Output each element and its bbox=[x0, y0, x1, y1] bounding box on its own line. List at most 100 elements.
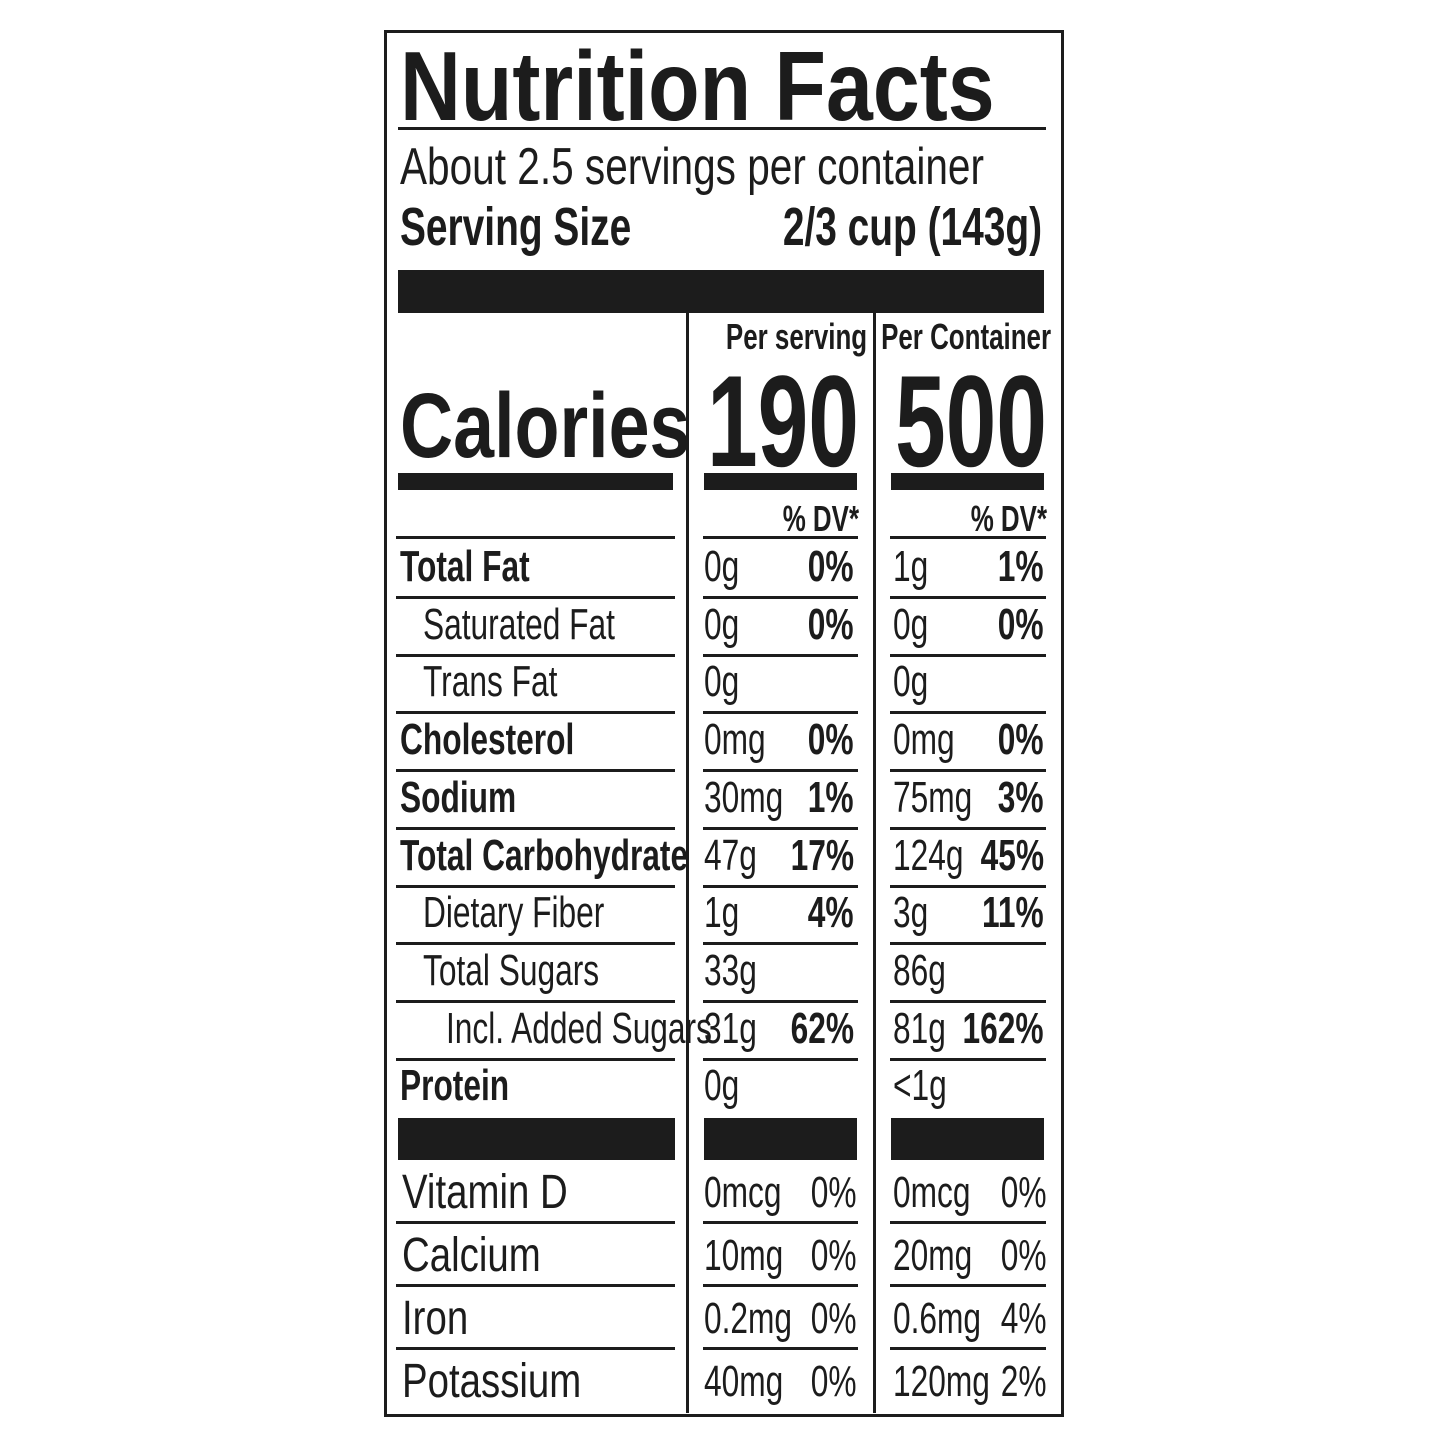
row-divider bbox=[890, 536, 1046, 539]
nutrient-amount-serving: 0g bbox=[704, 1061, 740, 1111]
nutrient-dv-serving: 1% bbox=[808, 772, 854, 822]
vitamin-dv-serving: 0% bbox=[811, 1231, 857, 1280]
vitamin-dv-container: 2% bbox=[1001, 1357, 1047, 1406]
row-divider bbox=[396, 942, 675, 945]
nutrient-dv-container: 0% bbox=[998, 599, 1044, 649]
row-divider bbox=[890, 1347, 1046, 1350]
vitamin-amount-serving: 0mcg bbox=[704, 1168, 782, 1217]
row-divider bbox=[396, 1347, 675, 1350]
row-divider bbox=[703, 654, 858, 657]
vitamin-dv-serving: 0% bbox=[811, 1168, 857, 1217]
divider bbox=[398, 127, 1046, 130]
thick-divider bbox=[891, 1118, 1044, 1160]
nutrient-amount-container: 75mg bbox=[893, 772, 973, 822]
row-divider bbox=[703, 1221, 858, 1224]
thick-divider bbox=[398, 1118, 675, 1160]
vitamin-amount-serving: 0.2mg bbox=[704, 1294, 793, 1343]
serving-size-label: Serving Size bbox=[400, 197, 632, 257]
nutrient-dv-container: 11% bbox=[982, 888, 1044, 938]
vitamin-label: Iron bbox=[402, 1292, 469, 1345]
servings-per-container: About 2.5 servings per container bbox=[400, 138, 984, 196]
nutrient-label: Total Carbohydrate bbox=[400, 830, 689, 880]
vitamin-dv-serving: 0% bbox=[811, 1357, 857, 1406]
row-divider bbox=[890, 942, 1046, 945]
nutrient-amount-serving: 0mg bbox=[704, 715, 766, 765]
nutrient-amount-serving: 0g bbox=[704, 599, 740, 649]
vitamin-amount-container: 20mg bbox=[893, 1231, 973, 1280]
row-divider bbox=[703, 769, 858, 772]
column-header-per-serving: Per serving bbox=[725, 316, 867, 357]
row-divider bbox=[396, 654, 675, 657]
vitamin-label: Potassium bbox=[402, 1355, 582, 1408]
label-title: Nutrition Facts bbox=[400, 31, 995, 141]
nutrient-dv-serving: 0% bbox=[808, 599, 854, 649]
row-divider bbox=[396, 1284, 675, 1287]
dv-header-container: % DV* bbox=[970, 498, 1047, 539]
nutrient-label: Saturated Fat bbox=[423, 599, 615, 649]
vitamin-dv-container: 4% bbox=[1001, 1294, 1047, 1343]
vitamin-dv-container: 0% bbox=[1001, 1231, 1047, 1280]
row-divider bbox=[890, 711, 1046, 714]
thick-divider bbox=[398, 270, 1044, 313]
row-divider bbox=[703, 596, 858, 599]
row-divider bbox=[396, 1058, 675, 1061]
vitamin-amount-container: 0.6mg bbox=[893, 1294, 982, 1343]
nutrition-label bbox=[384, 30, 1064, 1417]
row-divider bbox=[396, 827, 675, 830]
row-divider bbox=[703, 1284, 858, 1287]
row-divider bbox=[396, 596, 675, 599]
column-header-per-container: Per Container bbox=[881, 316, 1051, 357]
row-divider bbox=[396, 711, 675, 714]
column-divider bbox=[686, 313, 689, 1413]
row-divider bbox=[890, 885, 1046, 888]
row-divider bbox=[890, 654, 1046, 657]
nutrient-label: Cholesterol bbox=[400, 715, 575, 765]
vitamin-label: Calcium bbox=[402, 1229, 541, 1282]
nutrient-dv-serving: 17% bbox=[790, 830, 854, 880]
nutrient-amount-container: 0g bbox=[893, 599, 929, 649]
row-divider bbox=[890, 827, 1046, 830]
thick-divider bbox=[398, 473, 673, 490]
nutrient-label: Incl. Added Sugars bbox=[446, 1003, 712, 1053]
calories-per-serving: 190 bbox=[707, 348, 859, 494]
nutrient-amount-container: <1g bbox=[893, 1061, 947, 1111]
nutrient-amount-serving: 30mg bbox=[704, 772, 784, 822]
row-divider bbox=[703, 1058, 858, 1061]
vitamin-label: Vitamin D bbox=[402, 1166, 568, 1219]
nutrient-amount-serving: 33g bbox=[704, 945, 757, 995]
nutrient-dv-container: 0% bbox=[998, 715, 1044, 765]
nutrient-dv-container: 1% bbox=[998, 542, 1044, 591]
nutrient-dv-serving: 4% bbox=[808, 888, 854, 938]
nutrient-label: Trans Fat bbox=[423, 657, 558, 707]
nutrient-amount-container: 81g bbox=[893, 1003, 946, 1053]
calories-label: Calories bbox=[400, 375, 691, 477]
nutrient-label: Sodium bbox=[400, 772, 517, 822]
row-divider bbox=[396, 1221, 675, 1224]
row-divider bbox=[703, 1000, 858, 1003]
vitamin-amount-container: 0mcg bbox=[893, 1168, 971, 1217]
row-divider bbox=[703, 1347, 858, 1350]
thick-divider bbox=[704, 473, 857, 490]
vitamin-dv-serving: 0% bbox=[811, 1294, 857, 1343]
nutrient-dv-container: 45% bbox=[980, 830, 1044, 880]
nutrient-amount-serving: 31g bbox=[704, 1003, 757, 1053]
nutrient-amount-container: 124g bbox=[893, 830, 964, 880]
vitamin-dv-container: 0% bbox=[1001, 1168, 1047, 1217]
row-divider bbox=[890, 596, 1046, 599]
thick-divider bbox=[704, 1118, 857, 1160]
row-divider bbox=[396, 885, 675, 888]
row-divider bbox=[703, 942, 858, 945]
vitamin-amount-serving: 40mg bbox=[704, 1357, 784, 1406]
nutrient-amount-container: 0g bbox=[893, 657, 929, 707]
nutrient-amount-serving: 1g bbox=[704, 888, 740, 938]
nutrient-dv-container: 162% bbox=[962, 1003, 1044, 1053]
row-divider bbox=[890, 1284, 1046, 1287]
row-divider bbox=[890, 1058, 1046, 1061]
nutrient-amount-container: 3g bbox=[893, 888, 929, 938]
nutrient-dv-serving: 0% bbox=[808, 715, 854, 765]
nutrient-amount-serving: 0g bbox=[704, 657, 740, 707]
row-divider bbox=[703, 827, 858, 830]
serving-size-value: 2/3 cup (143g) bbox=[782, 197, 1042, 257]
column-divider bbox=[873, 313, 876, 1413]
row-divider bbox=[396, 536, 675, 539]
